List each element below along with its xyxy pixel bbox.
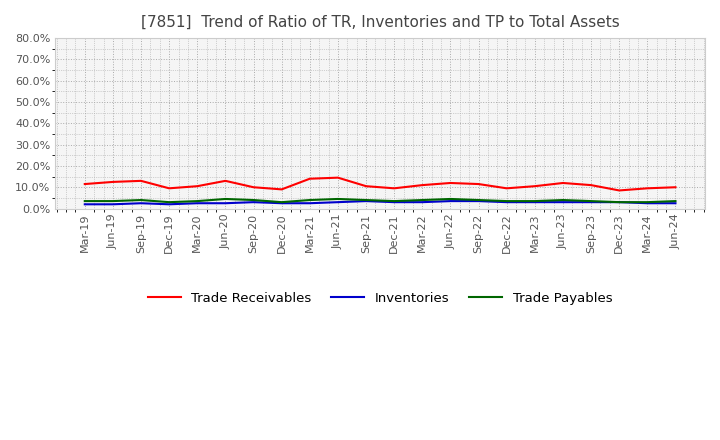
Inventories bbox=[643, 201, 652, 206]
Trade Payables bbox=[249, 198, 258, 203]
Inventories bbox=[277, 201, 286, 206]
Trade Receivables bbox=[165, 186, 174, 191]
Trade Payables bbox=[503, 198, 511, 204]
Trade Receivables bbox=[249, 185, 258, 190]
Trade Payables bbox=[418, 198, 427, 203]
Inventories bbox=[165, 202, 174, 207]
Trade Payables bbox=[137, 198, 145, 203]
Trade Receivables bbox=[446, 180, 455, 186]
Trade Payables bbox=[81, 198, 89, 204]
Trade Receivables bbox=[643, 186, 652, 191]
Trade Receivables bbox=[615, 188, 624, 193]
Trade Payables bbox=[474, 198, 483, 203]
Trade Payables bbox=[193, 198, 202, 204]
Trade Payables bbox=[531, 198, 539, 204]
Trade Receivables bbox=[531, 183, 539, 189]
Trade Receivables bbox=[193, 183, 202, 189]
Trade Receivables bbox=[418, 183, 427, 188]
Inventories bbox=[193, 201, 202, 206]
Inventories bbox=[361, 198, 370, 204]
Trade Receivables bbox=[109, 179, 117, 184]
Line: Inventories: Inventories bbox=[85, 201, 675, 204]
Trade Receivables bbox=[671, 185, 680, 190]
Trade Receivables bbox=[503, 186, 511, 191]
Line: Trade Receivables: Trade Receivables bbox=[85, 178, 675, 191]
Trade Payables bbox=[671, 198, 680, 204]
Inventories bbox=[503, 199, 511, 205]
Trade Receivables bbox=[137, 178, 145, 183]
Trade Payables bbox=[643, 199, 652, 205]
Inventories bbox=[418, 199, 427, 205]
Trade Receivables bbox=[361, 183, 370, 189]
Trade Receivables bbox=[221, 178, 230, 183]
Inventories bbox=[137, 201, 145, 206]
Trade Receivables bbox=[559, 180, 567, 186]
Trade Payables bbox=[446, 196, 455, 202]
Trade Payables bbox=[390, 198, 398, 204]
Legend: Trade Receivables, Inventories, Trade Payables: Trade Receivables, Inventories, Trade Pa… bbox=[143, 287, 618, 310]
Trade Payables bbox=[333, 196, 342, 202]
Title: [7851]  Trend of Ratio of TR, Inventories and TP to Total Assets: [7851] Trend of Ratio of TR, Inventories… bbox=[140, 15, 619, 30]
Inventories bbox=[474, 198, 483, 204]
Inventories bbox=[221, 201, 230, 206]
Trade Payables bbox=[587, 198, 595, 204]
Trade Payables bbox=[277, 199, 286, 205]
Inventories bbox=[446, 198, 455, 204]
Trade Receivables bbox=[587, 183, 595, 188]
Inventories bbox=[305, 201, 314, 206]
Inventories bbox=[249, 199, 258, 205]
Trade Payables bbox=[165, 199, 174, 205]
Trade Payables bbox=[361, 198, 370, 203]
Trade Payables bbox=[221, 196, 230, 202]
Trade Receivables bbox=[81, 181, 89, 187]
Inventories bbox=[671, 201, 680, 206]
Inventories bbox=[390, 199, 398, 205]
Trade Receivables bbox=[305, 176, 314, 181]
Inventories bbox=[587, 199, 595, 205]
Inventories bbox=[615, 199, 624, 205]
Trade Receivables bbox=[277, 187, 286, 192]
Trade Receivables bbox=[474, 181, 483, 187]
Inventories bbox=[81, 202, 89, 207]
Inventories bbox=[559, 199, 567, 205]
Trade Receivables bbox=[333, 175, 342, 180]
Inventories bbox=[333, 199, 342, 205]
Trade Payables bbox=[305, 198, 314, 203]
Inventories bbox=[531, 199, 539, 205]
Trade Payables bbox=[559, 198, 567, 203]
Trade Receivables bbox=[390, 186, 398, 191]
Trade Payables bbox=[109, 198, 117, 204]
Line: Trade Payables: Trade Payables bbox=[85, 199, 675, 202]
Inventories bbox=[109, 202, 117, 207]
Trade Payables bbox=[615, 199, 624, 205]
